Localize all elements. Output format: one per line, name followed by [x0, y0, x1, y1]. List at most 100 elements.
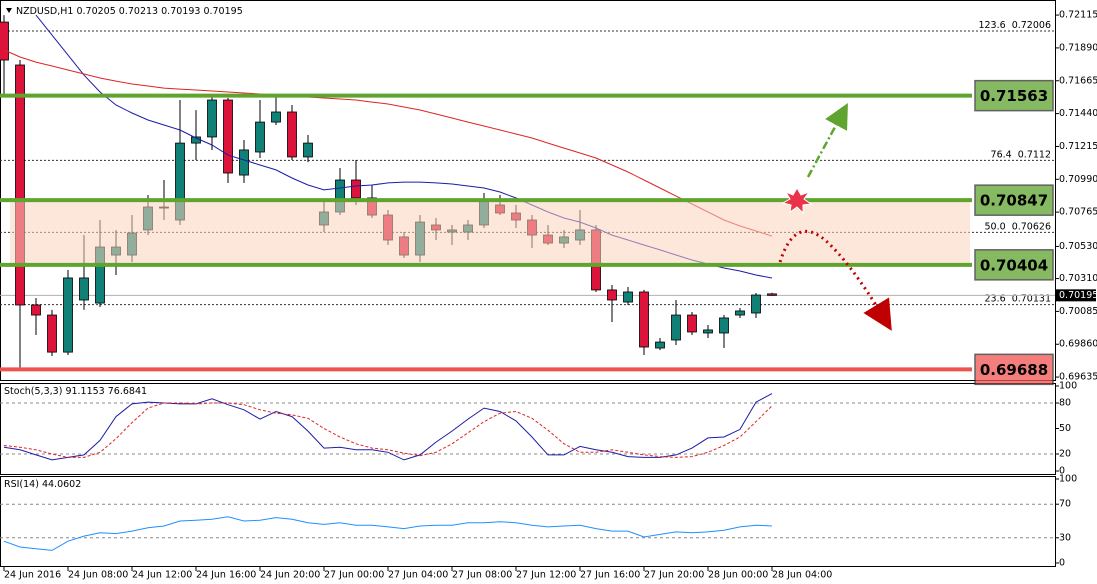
menu-icon	[6, 8, 12, 13]
low: 0.70193	[161, 6, 200, 17]
fib-ratio: 50.0	[985, 221, 1006, 232]
candle-body	[207, 99, 217, 138]
candle-body	[623, 291, 633, 303]
indicator-line	[3, 402, 773, 458]
y-tick-label: 0.70310	[1059, 273, 1097, 284]
fib-label: 50.0 0.70626	[985, 221, 1052, 232]
candle-body	[287, 111, 297, 158]
y-tick-label: 0.70085	[1059, 306, 1097, 317]
level-box	[974, 249, 1054, 281]
fib-price: 0.70626	[1012, 221, 1051, 232]
candle-body	[735, 310, 745, 316]
rsi-value: 44.0602	[42, 479, 81, 490]
y-tick-label: 50	[1059, 423, 1071, 434]
level-box	[974, 353, 1054, 386]
candle-body	[271, 111, 281, 123]
x-tick-label: 28 Jun 04:00	[772, 570, 832, 581]
annotations	[6, 8, 892, 331]
indicator-line	[3, 516, 773, 551]
candle-body	[239, 149, 249, 176]
x-tick-label: 27 Jun 20:00	[644, 570, 704, 581]
x-tick-label: 24 Jun 12:00	[132, 570, 192, 581]
y-tick-label: 0.71215	[1059, 141, 1097, 152]
x-tick-label: 27 Jun 12:00	[516, 570, 576, 581]
y-tick-label: 0	[1059, 466, 1065, 477]
candle-body	[223, 99, 233, 174]
y-tick-label: 20	[1059, 449, 1071, 460]
candle-body	[639, 291, 649, 348]
down-arrow	[778, 229, 892, 331]
candle-body	[79, 277, 89, 301]
rsi-header: RSI(14) 44.0602	[4, 479, 81, 490]
chart-header: NZDUSD,H1 0.70205 0.70213 0.70193 0.7019…	[16, 6, 243, 17]
candle-body	[687, 314, 697, 333]
y-tick-label: 100	[1059, 474, 1077, 485]
y-tick-label: 30	[1059, 532, 1071, 543]
stoch-signal: 76.6841	[108, 386, 147, 397]
y-tick-label: 0.71440	[1059, 108, 1097, 119]
candle-body	[0, 21, 9, 61]
y-tick-label: 0.71890	[1059, 42, 1097, 53]
open: 0.70205	[76, 6, 115, 17]
fib-ratio: 123.6	[978, 19, 1005, 30]
candle-body	[255, 121, 265, 153]
level-box	[974, 184, 1054, 216]
y-tick-label: 0.71665	[1059, 75, 1097, 86]
x-tick-label: 27 Jun 04:00	[388, 570, 448, 581]
candle-body	[31, 304, 41, 316]
price-tag	[1055, 289, 1096, 302]
y-tick-label: 0.69860	[1059, 339, 1097, 350]
y-tick-label: 0	[1059, 558, 1065, 569]
fib-price: 0.7112	[1018, 149, 1051, 160]
fib-label: 123.6 0.72006	[978, 19, 1051, 30]
candle-body	[607, 289, 617, 301]
candle-body	[671, 314, 681, 341]
level-label: 0.71563	[980, 87, 1048, 105]
up-arrow	[806, 102, 848, 178]
candle-body	[47, 314, 57, 353]
fib-price: 0.70131	[1012, 293, 1051, 304]
candle-body	[15, 64, 25, 306]
price-tag-label: 0.70195	[1059, 290, 1097, 301]
high: 0.70213	[119, 6, 158, 17]
y-tick-label: 0.70990	[1059, 174, 1097, 185]
sr-zone	[10, 200, 970, 265]
y-tick-label: 0.70765	[1059, 207, 1097, 218]
rsi-title: RSI(14)	[4, 479, 39, 490]
stoch-title: Stoch(5,3,3)	[4, 386, 62, 397]
candle-body	[767, 293, 777, 296]
breakout-star	[781, 186, 813, 215]
level-label: 0.69688	[980, 361, 1048, 379]
x-tick-label: 24 Jun 2016	[4, 570, 61, 581]
main-panel: 0.72115 0.71890 0.71665 0.71440 0.71215 0.709…	[0, 10, 1097, 581]
y-tick-label: 0.70530	[1059, 241, 1097, 252]
indicator-line	[3, 393, 773, 461]
x-tick-label: 24 Jun 20:00	[260, 570, 320, 581]
fib-label: 76.4 0.7112	[991, 149, 1051, 160]
x-tick-label: 24 Jun 16:00	[196, 570, 256, 581]
x-tick-label: 28 Jun 00:00	[708, 570, 768, 581]
y-tick-label: 0.69635	[1059, 372, 1097, 383]
stoch-header: Stoch(5,3,3) 91.1153 76.6841	[4, 386, 147, 397]
close: 0.70195	[203, 6, 242, 17]
x-tick-label: 27 Jun 08:00	[452, 570, 512, 581]
candle-body	[719, 317, 729, 334]
stoch-main: 91.1153	[65, 386, 104, 397]
y-tick-label: 0.72115	[1059, 10, 1097, 21]
symbol: NZDUSD,H1	[16, 6, 73, 17]
fib-ratio: 76.4	[991, 149, 1012, 160]
x-tick-label: 24 Jun 08:00	[68, 570, 128, 581]
candle-body	[303, 142, 313, 158]
candle-body	[655, 341, 665, 349]
moving-average	[3, 49, 773, 237]
candle-body	[703, 329, 713, 334]
candle-body	[351, 179, 361, 199]
level-box	[974, 79, 1054, 112]
fib-price: 0.72006	[1012, 19, 1051, 30]
x-tick-label: 27 Jun 00:00	[324, 570, 384, 581]
y-tick-label: 70	[1059, 499, 1071, 510]
fib-label: 23.6 0.70131	[985, 293, 1052, 304]
